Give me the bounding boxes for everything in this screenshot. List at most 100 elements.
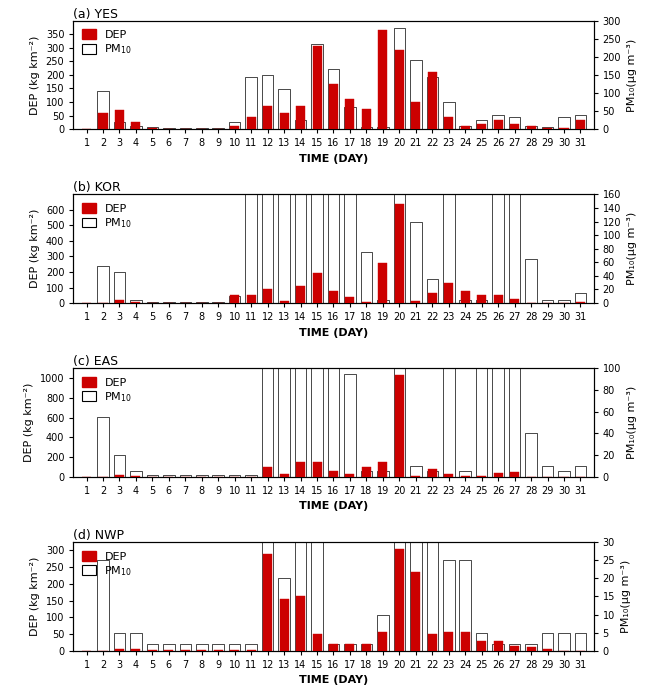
- Bar: [130, 299, 141, 303]
- Bar: [476, 633, 488, 651]
- Bar: [443, 560, 454, 651]
- Bar: [279, 599, 289, 651]
- Bar: [443, 102, 454, 129]
- Bar: [476, 299, 488, 303]
- Bar: [395, 375, 404, 477]
- Bar: [558, 471, 570, 477]
- Bar: [361, 252, 372, 303]
- Bar: [163, 475, 175, 477]
- Bar: [395, 549, 404, 651]
- Bar: [99, 113, 107, 129]
- Bar: [344, 374, 356, 477]
- X-axis label: TIME (DAY): TIME (DAY): [299, 675, 368, 685]
- Bar: [163, 301, 175, 303]
- Bar: [278, 89, 290, 129]
- X-axis label: TIME (DAY): TIME (DAY): [299, 501, 368, 512]
- Bar: [461, 632, 470, 651]
- Bar: [97, 560, 109, 651]
- Bar: [426, 488, 438, 651]
- Bar: [509, 227, 520, 477]
- Bar: [526, 125, 537, 129]
- Bar: [229, 475, 241, 477]
- Bar: [346, 644, 354, 651]
- Bar: [329, 290, 338, 303]
- Y-axis label: DEP (kg km⁻²): DEP (kg km⁻²): [30, 557, 40, 636]
- Bar: [443, 171, 454, 303]
- Bar: [346, 99, 354, 129]
- Bar: [245, 77, 257, 129]
- Bar: [147, 301, 158, 303]
- Bar: [576, 302, 585, 303]
- Legend: DEP, PM$_{10}$: DEP, PM$_{10}$: [79, 547, 135, 581]
- Bar: [115, 300, 124, 303]
- Y-axis label: DEP (kg km⁻²): DEP (kg km⁻²): [30, 35, 40, 114]
- Bar: [494, 120, 503, 129]
- Bar: [510, 646, 519, 651]
- Bar: [526, 434, 537, 477]
- Bar: [295, 308, 306, 477]
- Bar: [329, 471, 338, 477]
- Bar: [362, 644, 371, 651]
- Bar: [115, 110, 124, 129]
- Bar: [542, 127, 554, 129]
- Bar: [378, 264, 388, 303]
- Bar: [558, 116, 570, 129]
- Bar: [279, 474, 289, 477]
- Bar: [494, 473, 503, 477]
- Bar: [311, 44, 323, 129]
- Bar: [263, 106, 272, 129]
- Bar: [476, 369, 488, 477]
- Bar: [296, 106, 305, 129]
- Bar: [477, 640, 486, 651]
- Text: (a) YES: (a) YES: [73, 8, 118, 21]
- Bar: [278, 297, 290, 477]
- Bar: [460, 125, 471, 129]
- Bar: [558, 633, 570, 651]
- Bar: [147, 475, 158, 477]
- Bar: [410, 35, 422, 651]
- Bar: [329, 644, 338, 651]
- Bar: [510, 473, 519, 477]
- Bar: [444, 632, 454, 651]
- Bar: [461, 127, 470, 129]
- Bar: [492, 276, 504, 477]
- Bar: [179, 301, 191, 303]
- Bar: [113, 633, 125, 651]
- Bar: [97, 266, 109, 303]
- Bar: [147, 643, 158, 651]
- Bar: [262, 211, 273, 477]
- Bar: [394, 28, 405, 129]
- Bar: [245, 475, 257, 477]
- Bar: [575, 633, 586, 651]
- Bar: [395, 49, 404, 129]
- Bar: [461, 291, 470, 303]
- Bar: [361, 127, 372, 129]
- Bar: [526, 647, 536, 651]
- Bar: [526, 643, 537, 651]
- Bar: [279, 113, 289, 129]
- Bar: [296, 595, 305, 651]
- Bar: [509, 143, 520, 303]
- Bar: [262, 75, 273, 129]
- Bar: [426, 471, 438, 477]
- X-axis label: TIME (DAY): TIME (DAY): [299, 154, 368, 164]
- Bar: [131, 123, 141, 129]
- Bar: [428, 634, 437, 651]
- Bar: [131, 302, 141, 303]
- Bar: [245, 643, 257, 651]
- Bar: [296, 286, 305, 303]
- Bar: [130, 125, 141, 129]
- Bar: [477, 295, 486, 303]
- Bar: [494, 640, 503, 651]
- Bar: [576, 120, 585, 129]
- Bar: [443, 319, 454, 477]
- Bar: [313, 47, 321, 129]
- Bar: [526, 127, 536, 129]
- Bar: [444, 474, 454, 477]
- Text: (b) KOR: (b) KOR: [73, 182, 121, 195]
- Bar: [575, 293, 586, 303]
- Y-axis label: DEP (kg km⁻²): DEP (kg km⁻²): [30, 209, 40, 288]
- Bar: [329, 84, 338, 129]
- Bar: [361, 471, 372, 477]
- Legend: DEP, PM$_{10}$: DEP, PM$_{10}$: [79, 200, 135, 234]
